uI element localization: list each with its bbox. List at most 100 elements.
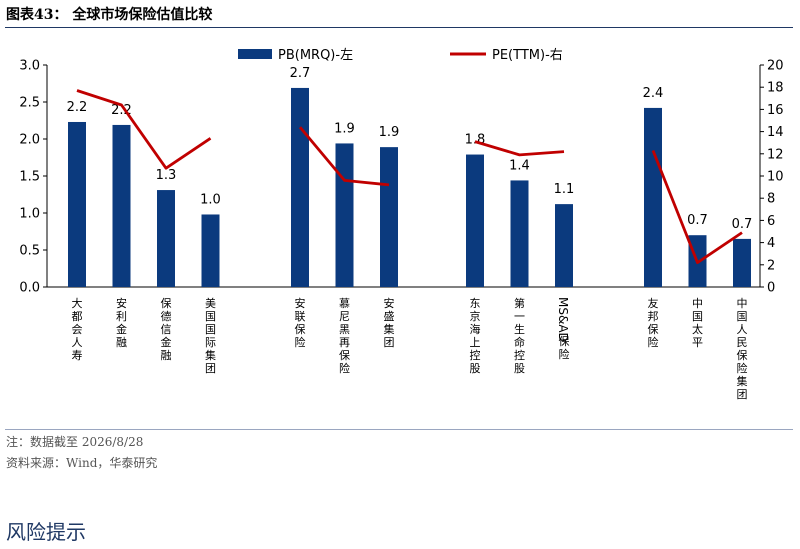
category-label-char: 保 <box>559 334 570 348</box>
pb-value-label: 1.0 <box>200 192 221 207</box>
category-label-char: 友 <box>648 296 659 310</box>
category-label-char: 险 <box>339 361 350 375</box>
left-tick-label: 0.0 <box>19 281 40 296</box>
pb-value-label: 1.4 <box>509 158 530 173</box>
category-label-char: 保 <box>161 296 172 310</box>
category-label-char: 集 <box>384 322 395 336</box>
pb-bar <box>201 214 220 287</box>
category-label-char: 安 <box>384 296 395 310</box>
left-tick-label: 0.5 <box>19 244 40 259</box>
category-label-char: 集 <box>205 348 216 362</box>
category-label-char: 团 <box>384 336 395 349</box>
pb-bar <box>510 180 529 287</box>
right-tick-label: 4 <box>767 236 775 251</box>
pb-value-label: 2.4 <box>643 86 664 101</box>
category-label-char: 京 <box>470 309 481 323</box>
category-label-char: 金 <box>161 335 172 349</box>
data-source: 资料来源：Wind，华泰研究 <box>6 456 158 470</box>
category-label-char: 国 <box>692 310 703 323</box>
category-label: MS&AD <box>556 297 570 342</box>
category-label-char: 邦 <box>648 310 659 323</box>
legend-pb-label: PB(MRQ)-左 <box>278 48 353 63</box>
category-label-char: 融 <box>161 349 172 362</box>
pb-bar <box>555 204 573 287</box>
right-tick-label: 10 <box>767 170 784 185</box>
category-label-char: 美 <box>205 297 216 310</box>
pb-value-label: 1.3 <box>156 168 177 183</box>
category-label-char: 尼 <box>339 310 350 323</box>
right-tick-label: 12 <box>767 147 784 162</box>
category-label-char: 慕 <box>339 296 350 310</box>
category-label-char: 太 <box>692 323 703 336</box>
left-tick-label: 1.5 <box>19 170 40 185</box>
category-label-char: 东 <box>470 297 481 310</box>
category-label-char: 际 <box>205 336 216 349</box>
category-label-char: 保 <box>339 348 350 362</box>
category-label-char: 集 <box>737 374 748 388</box>
category-label-char: 险 <box>737 361 748 375</box>
pb-value-label: 1.9 <box>379 125 400 140</box>
category-label-char: 中 <box>692 297 703 310</box>
left-tick-label: 2.0 <box>19 133 40 148</box>
category-label-char: 德 <box>161 309 172 323</box>
category-label-char: 生 <box>514 322 525 336</box>
right-tick-label: 14 <box>767 125 784 140</box>
pb-bar <box>380 147 398 287</box>
legend-pb-swatch <box>238 49 272 59</box>
category-label-char: 盛 <box>384 309 395 323</box>
pb-bar <box>112 124 131 287</box>
right-tick-label: 8 <box>767 192 775 207</box>
pe-line-segment <box>474 140 565 157</box>
left-tick-label: 1.0 <box>19 207 40 222</box>
category-label-char: 保 <box>295 322 306 336</box>
risk-heading: 风险提示 <box>6 520 86 544</box>
category-label-char: 一 <box>514 310 525 323</box>
category-label-char: 联 <box>295 310 306 323</box>
category-label-char: 大 <box>72 296 83 310</box>
figure-title: 图表43： 全球市场保险估值比较 <box>6 7 213 23</box>
category-label-char: 安 <box>295 296 306 310</box>
pb-value-label: 2.2 <box>67 100 88 115</box>
category-label-char: 保 <box>737 348 748 362</box>
category-label-char: 上 <box>470 336 481 349</box>
category-label-char: 会 <box>72 323 83 336</box>
valuation-chart: 0.0 0.5 1.0 1.5 2.0 2.5 3.0 0 2 4 6 8 10 12 14 16 18 20 2.… <box>19 48 784 401</box>
category-label-char: 险 <box>648 335 659 349</box>
category-label-char: 第 <box>514 296 525 310</box>
category-label-char: 控 <box>470 348 481 362</box>
category-label-char: 利 <box>116 310 127 323</box>
category-label-char: 黑 <box>339 323 350 336</box>
category-label-char: 团 <box>205 362 216 375</box>
pb-bar <box>466 154 484 287</box>
pb-bar <box>291 87 309 287</box>
category-label-char: 人 <box>737 323 748 336</box>
category-label-char: 控 <box>514 348 525 362</box>
pb-bar <box>157 190 175 287</box>
pe-line-segment <box>76 89 212 170</box>
category-label-char: 民 <box>737 336 748 349</box>
category-label-char: 股 <box>470 362 481 375</box>
pe-line-segment <box>651 149 743 265</box>
category-label-char: 险 <box>295 335 306 349</box>
legend-pe-label: PE(TTM)-右 <box>492 48 563 63</box>
category-label-char: 国 <box>205 323 216 336</box>
pb-value-label: 0.7 <box>732 217 753 232</box>
category-label-char: 股 <box>514 362 525 375</box>
category-label-char: 都 <box>72 310 83 323</box>
category-label-char: 人 <box>72 336 83 349</box>
category-label-char: 安 <box>116 296 127 310</box>
right-tick-label: 2 <box>767 258 775 273</box>
right-tick-label: 18 <box>767 81 784 96</box>
category-label-char: 金 <box>116 322 127 336</box>
left-tick-label: 2.5 <box>19 96 40 111</box>
category-label-char: 海 <box>470 322 481 336</box>
data-note: 注：数据截至 2026/8/28 <box>6 435 144 449</box>
pb-bar <box>733 238 751 287</box>
category-label-char: 国 <box>737 310 748 323</box>
category-label-char: 命 <box>514 335 525 349</box>
pe-line-segment <box>298 126 390 187</box>
category-label-char: 国 <box>205 310 216 323</box>
category-label-char: 中 <box>737 297 748 310</box>
category-label-char: 团 <box>737 388 748 401</box>
left-tick-label: 3.0 <box>19 59 40 74</box>
